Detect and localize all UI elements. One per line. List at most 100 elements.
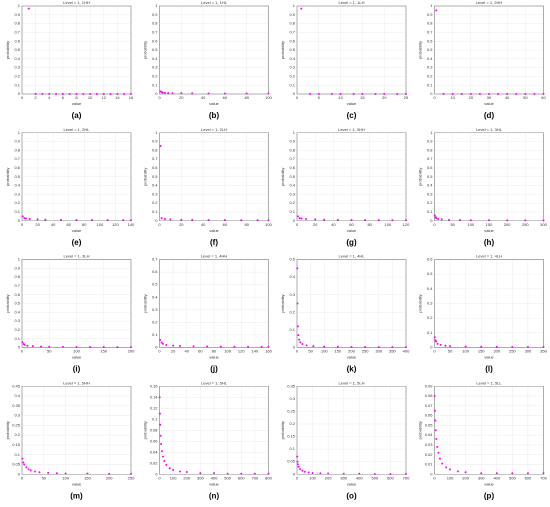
- data-point: [515, 93, 518, 95]
- y-tick-label: 0.6: [14, 38, 20, 43]
- x-tick-label: 40: [51, 222, 56, 227]
- data-point: [383, 93, 386, 95]
- data-point: [464, 345, 467, 348]
- y-tick-label: 0.6: [152, 269, 158, 274]
- chart-title: Level = 1, 5LL: [476, 380, 502, 385]
- x-tick-label: 100: [170, 475, 177, 480]
- data-point: [178, 470, 181, 473]
- y-tick-label: 0: [18, 345, 21, 350]
- data-point: [160, 341, 163, 344]
- x-tick-label: 100: [309, 475, 316, 480]
- y-tick-label: 0.3: [289, 292, 295, 297]
- caption: (b): [209, 111, 220, 120]
- y-tick-label: 0: [293, 91, 296, 96]
- plot-frame: [159, 386, 269, 475]
- y-tick-label: 0.3: [14, 318, 20, 323]
- x-axis-label: value: [72, 101, 82, 106]
- data-point: [172, 468, 175, 471]
- data-point: [163, 217, 166, 220]
- x-tick-label: 250: [128, 475, 135, 480]
- chart-title: Level = 1, 3HH: [338, 127, 365, 132]
- data-point: [296, 325, 299, 328]
- data-point: [247, 345, 250, 348]
- y-tick-label: 0.3: [427, 65, 433, 70]
- x-axis-label: value: [209, 101, 219, 106]
- y-tick-label: 0.4: [289, 183, 295, 188]
- caption: (o): [346, 491, 357, 500]
- x-tick-label: 200: [462, 475, 469, 480]
- y-axis-label: probability: [5, 294, 10, 312]
- data-point: [31, 345, 34, 348]
- x-tick-label: 100: [462, 349, 469, 354]
- y-tick-label: 0.1: [14, 209, 20, 214]
- y-tick-label: 0.15: [287, 434, 296, 439]
- data-point: [161, 455, 164, 458]
- x-tick-label: 300: [478, 475, 485, 480]
- data-point: [38, 471, 41, 474]
- data-point: [435, 340, 438, 343]
- plot-frame: [434, 259, 544, 348]
- x-axis-label: value: [72, 228, 82, 233]
- x-tick-label: 20: [171, 349, 176, 354]
- data-point: [34, 92, 37, 95]
- x-tick-label: 0: [296, 349, 299, 354]
- caption: (p): [484, 491, 495, 500]
- y-axis-label: probability: [5, 168, 10, 186]
- data-point: [299, 341, 302, 344]
- data-point: [361, 93, 364, 95]
- x-tick-label: 250: [509, 349, 516, 354]
- y-tick-label: 0.9: [289, 12, 295, 17]
- y-tick-label: 0.1: [427, 209, 433, 214]
- x-axis-label: value: [347, 355, 357, 360]
- plot-frame: [21, 386, 132, 475]
- data-point: [319, 472, 322, 475]
- y-axis-label: probability: [5, 41, 10, 59]
- plot-frame: [434, 386, 544, 475]
- x-tick-label: 0: [433, 475, 436, 480]
- data-point: [317, 93, 320, 95]
- y-tick-label: 0.15: [12, 442, 21, 447]
- y-axis-label: probability: [418, 168, 423, 186]
- data-point: [312, 345, 315, 348]
- y-tick-label: 0.02: [150, 460, 159, 465]
- y-tick-label: 0.07: [425, 403, 434, 408]
- data-point: [311, 471, 314, 474]
- x-tick-label: 2: [35, 95, 38, 100]
- data-point: [301, 342, 304, 345]
- y-tick-label: 0: [293, 471, 296, 476]
- data-point: [240, 219, 243, 222]
- plot-area: [296, 386, 407, 475]
- data-point: [102, 346, 105, 349]
- data-point: [464, 471, 467, 474]
- data-point: [41, 92, 44, 95]
- x-tick-label: 60: [349, 222, 354, 227]
- data-point: [350, 218, 353, 221]
- data-point: [23, 217, 26, 220]
- x-tick-label: 0: [158, 475, 161, 480]
- data-point: [442, 92, 445, 95]
- x-tick-label: 60: [223, 222, 228, 227]
- y-tick-label: 0.35: [287, 383, 296, 388]
- y-tick-label: 0.9: [289, 139, 295, 144]
- x-tick-label: 40: [201, 222, 206, 227]
- data-point: [213, 472, 215, 475]
- y-tick-label: 0.4: [152, 56, 158, 61]
- plot-frame: [159, 132, 269, 221]
- data-point: [21, 457, 24, 460]
- data-point: [122, 219, 125, 222]
- data-point: [439, 343, 442, 346]
- x-axis-label: value: [484, 101, 494, 106]
- chart-title: Level = 1, 4HL: [339, 254, 366, 259]
- x-tick-label: 0: [433, 349, 436, 354]
- data-point: [495, 345, 498, 348]
- y-tick-label: 0.1: [152, 416, 158, 421]
- x-tick-label: 300: [340, 475, 347, 480]
- y-tick-label: 0.7: [289, 29, 295, 34]
- data-point: [449, 468, 452, 471]
- caption: (c): [347, 111, 357, 120]
- data-point: [130, 219, 132, 222]
- data-point: [440, 218, 443, 221]
- data-point: [240, 472, 243, 475]
- data-point: [314, 218, 317, 221]
- x-tick-label: 100: [224, 349, 231, 354]
